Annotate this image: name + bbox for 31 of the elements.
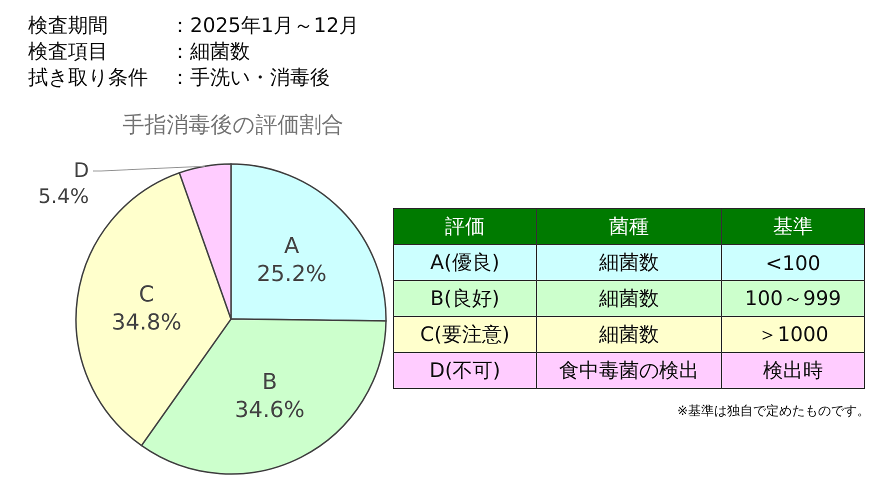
text: ：2025年1月～12月 (170, 12, 360, 38)
text: D(不可) (394, 352, 536, 388)
text: 評価 (394, 208, 536, 244)
text: 細菌数 (536, 280, 722, 316)
text: 拭き取り条件 (28, 64, 149, 90)
slice-label: C (138, 282, 154, 308)
text: 基準 (721, 208, 864, 244)
text: 菌種 (536, 208, 722, 244)
data-label: 25.2% (256, 262, 327, 288)
text: 細菌数 (536, 244, 722, 280)
text: A(優良) (394, 244, 536, 280)
slice-label: D (74, 158, 89, 182)
text: 検出時 (721, 352, 864, 388)
text: 100～999 (721, 280, 864, 316)
text: B(良好) (394, 280, 536, 316)
text: 検査期間 (28, 12, 109, 38)
slice-label: B (262, 370, 278, 395)
slice-label: A (284, 234, 300, 260)
chart-title: 手指消毒後の評価割合 (122, 112, 344, 140)
text: <100 (721, 244, 864, 280)
text: 食中毒菌の検出 (536, 352, 722, 388)
text: C(要注意) (394, 316, 536, 352)
text: 細菌数 (536, 316, 722, 352)
text: ＞1000 (721, 316, 864, 352)
text: 検査項目 (28, 38, 109, 64)
data-label: 34.8% (112, 310, 182, 336)
data-label: 34.6% (234, 398, 305, 423)
text: ※基準は独自で定めたものです。 (677, 403, 870, 420)
text: ：細菌数 (170, 38, 250, 64)
data-label: 5.4% (38, 184, 89, 208)
text: ：手洗い・消毒後 (170, 64, 330, 90)
